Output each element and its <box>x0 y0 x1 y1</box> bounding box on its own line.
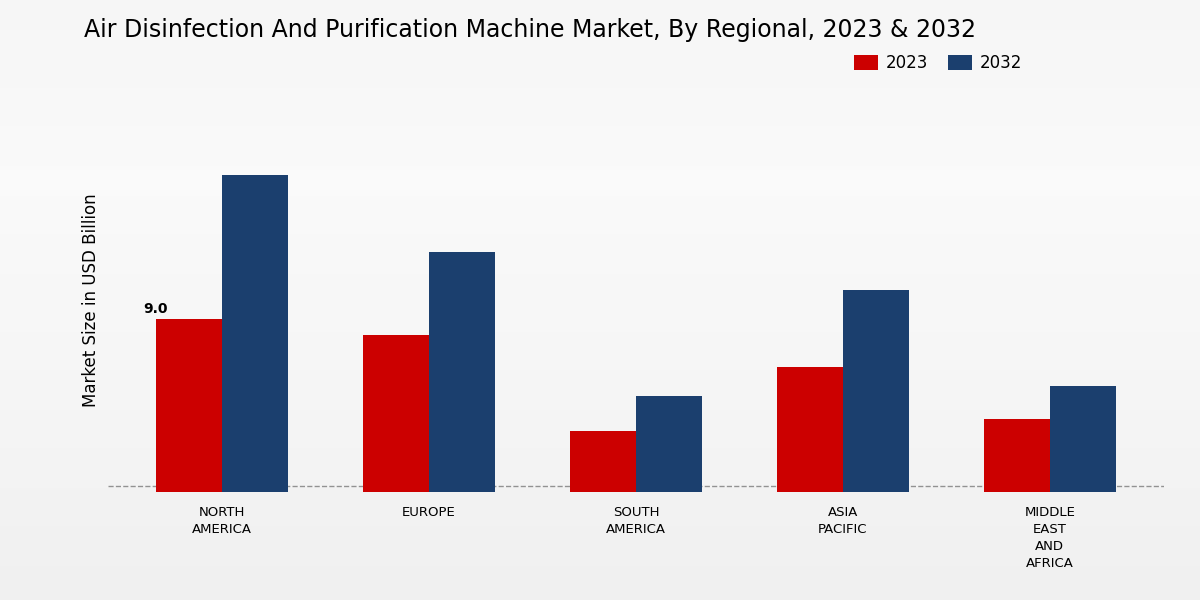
Bar <box>156 319 222 492</box>
Bar <box>636 396 702 492</box>
Bar <box>1050 386 1116 492</box>
Bar <box>570 431 636 492</box>
Y-axis label: Market Size in USD Billion: Market Size in USD Billion <box>82 193 100 407</box>
Bar <box>430 252 496 492</box>
Legend: 2023, 2032: 2023, 2032 <box>847 47 1028 79</box>
Bar <box>222 175 288 492</box>
Bar <box>984 419 1050 492</box>
Bar <box>842 290 910 492</box>
Text: 9.0: 9.0 <box>143 302 167 316</box>
Bar <box>776 367 842 492</box>
Text: Air Disinfection And Purification Machine Market, By Regional, 2023 & 2032: Air Disinfection And Purification Machin… <box>84 18 976 42</box>
Bar <box>362 335 430 492</box>
